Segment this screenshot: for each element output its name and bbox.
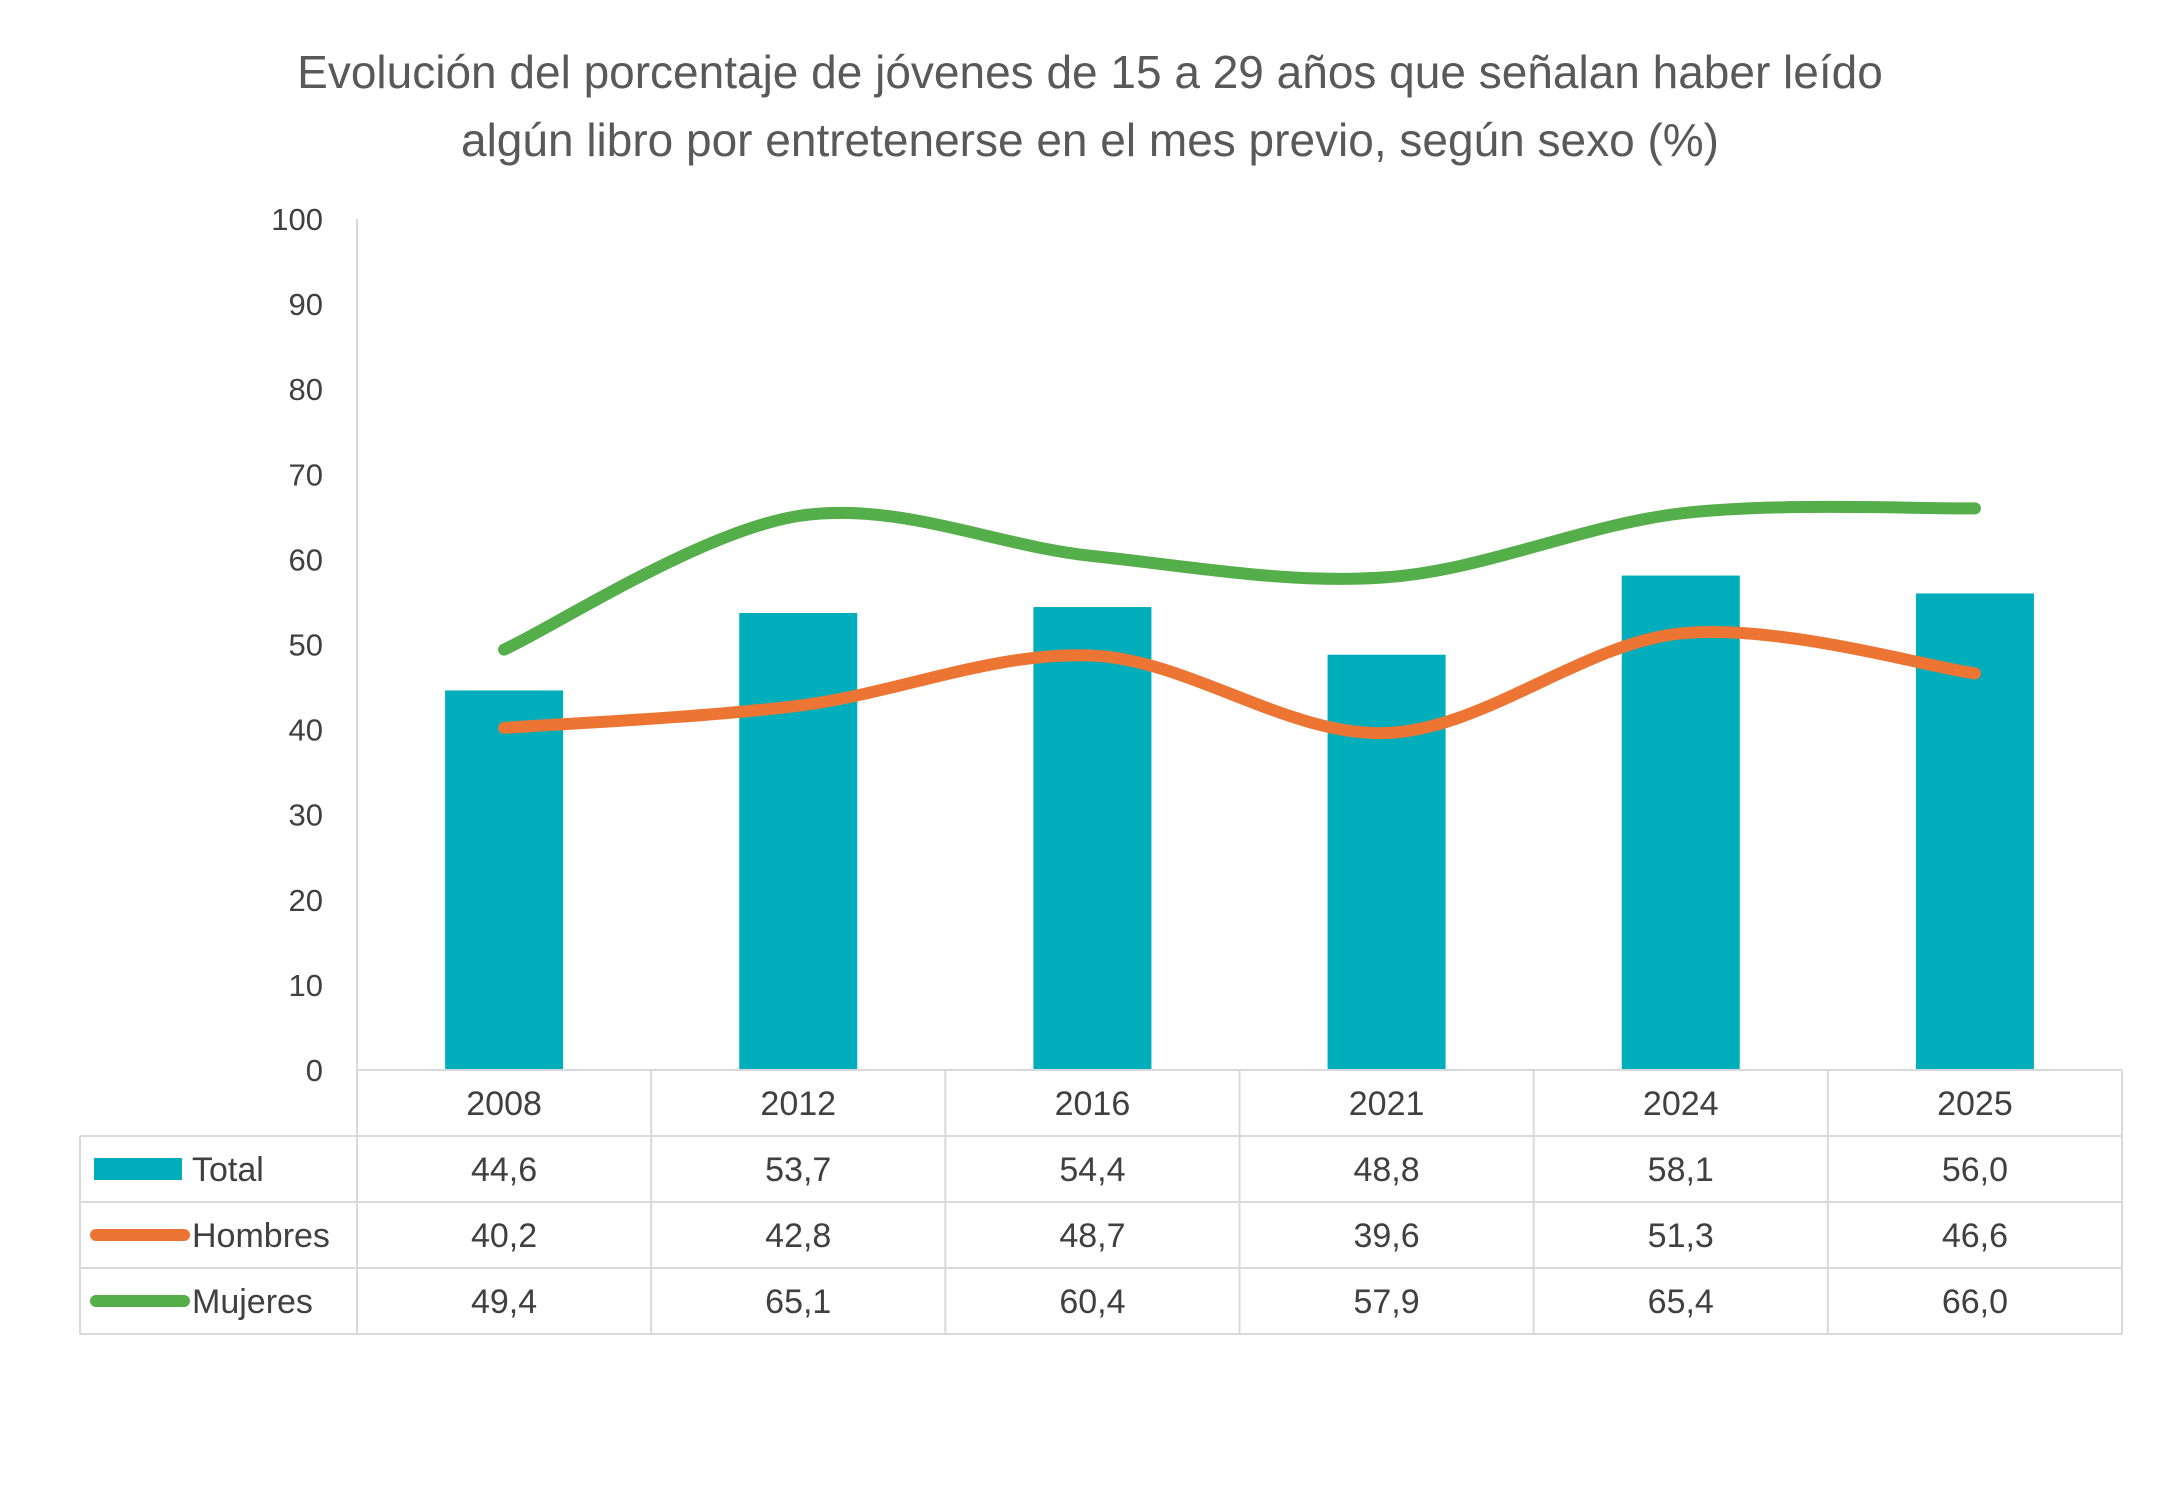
point-hombres-2021 [1386,732,1388,734]
legend-label-mujeres: Mujeres [192,1283,313,1321]
y-tick-label: 80 [289,372,323,407]
x-tick-label: 2008 [466,1085,542,1123]
y-tick-label: 30 [289,798,323,833]
y-tick-label: 70 [289,457,323,492]
y-tick-label: 0 [306,1053,323,1088]
legend-swatch-total [94,1158,182,1180]
y-tick-label: 40 [289,713,323,748]
data-label-total-2024: 58,1 [1648,1151,1714,1189]
data-label-hombres-2012: 42,8 [765,1217,831,1255]
data-label-total-2016: 54,4 [1059,1151,1125,1189]
point-mujeres-2024 [1680,512,1682,514]
point-mujeres-2012 [797,515,799,517]
data-label-mujeres-2008: 49,4 [471,1283,537,1321]
data-label-total-2021: 48,8 [1353,1151,1419,1189]
x-tick-label: 2016 [1055,1085,1131,1123]
bar-total-2021 [1327,654,1446,1070]
data-label-hombres-2025: 46,6 [1942,1217,2008,1255]
bar-total-2008 [445,690,564,1070]
y-tick-label: 20 [289,883,323,918]
point-mujeres-2016 [1091,555,1093,557]
x-tick-label: 2012 [760,1085,836,1123]
line-hombres [498,625,1981,740]
point-mujeres-2025 [1974,507,1976,509]
data-label-mujeres-2025: 66,0 [1942,1283,2008,1321]
point-hombres-2012 [797,705,799,707]
bar-total-2024 [1621,575,1740,1070]
data-label-hombres-2024: 51,3 [1648,1217,1714,1255]
point-hombres-2016 [1091,655,1093,657]
y-tick-label: 90 [289,287,323,322]
point-hombres-2025 [1974,672,1976,674]
y-tick-label: 60 [289,542,323,577]
chart-title-line-2: algún libro por entretenerse en el mes p… [460,114,1719,166]
data-label-mujeres-2012: 65,1 [765,1283,831,1321]
data-label-mujeres-2016: 60,4 [1059,1283,1125,1321]
legend-label-total: Total [192,1151,264,1189]
y-tick-label: 50 [289,628,323,663]
legend-label-hombres: Hombres [192,1217,330,1255]
data-label-total-2012: 53,7 [765,1151,831,1189]
x-tick-label: 2025 [1937,1085,2013,1123]
point-hombres-2024 [1680,632,1682,634]
data-label-total-2025: 56,0 [1942,1151,2008,1189]
bar-total-2016 [1033,607,1152,1070]
data-label-total-2008: 44,6 [471,1151,537,1189]
data-label-hombres-2016: 48,7 [1059,1217,1125,1255]
point-mujeres-2021 [1386,576,1388,578]
data-label-hombres-2008: 40,2 [471,1217,537,1255]
y-tick-label: 10 [289,968,323,1003]
data-label-mujeres-2024: 65,4 [1648,1283,1714,1321]
point-mujeres-2008 [503,649,505,651]
data-table: 2008 2012 2016 2021 2024 2025 Total 44,6 53,7 54,… [79,1069,2123,1335]
chart-title-line-1: Evolución del porcentaje de jóvenes de 1… [297,46,1883,98]
bar-total-2012 [739,613,858,1070]
axes: 0 10 20 30 40 50 60 70 80 90 100 [271,202,358,1088]
x-tick-label: 2024 [1643,1085,1719,1123]
y-tick-label: 100 [271,202,323,237]
data-label-mujeres-2021: 57,9 [1353,1283,1419,1321]
x-tick-label: 2021 [1349,1085,1425,1123]
data-label-hombres-2021: 39,6 [1353,1217,1419,1255]
bar-series-total [445,575,2034,1070]
chart-title: Evolución del porcentaje de jóvenes de 1… [230,38,1950,174]
line-mujeres [498,500,1981,656]
line-series [498,500,1981,740]
point-hombres-2008 [503,727,505,729]
